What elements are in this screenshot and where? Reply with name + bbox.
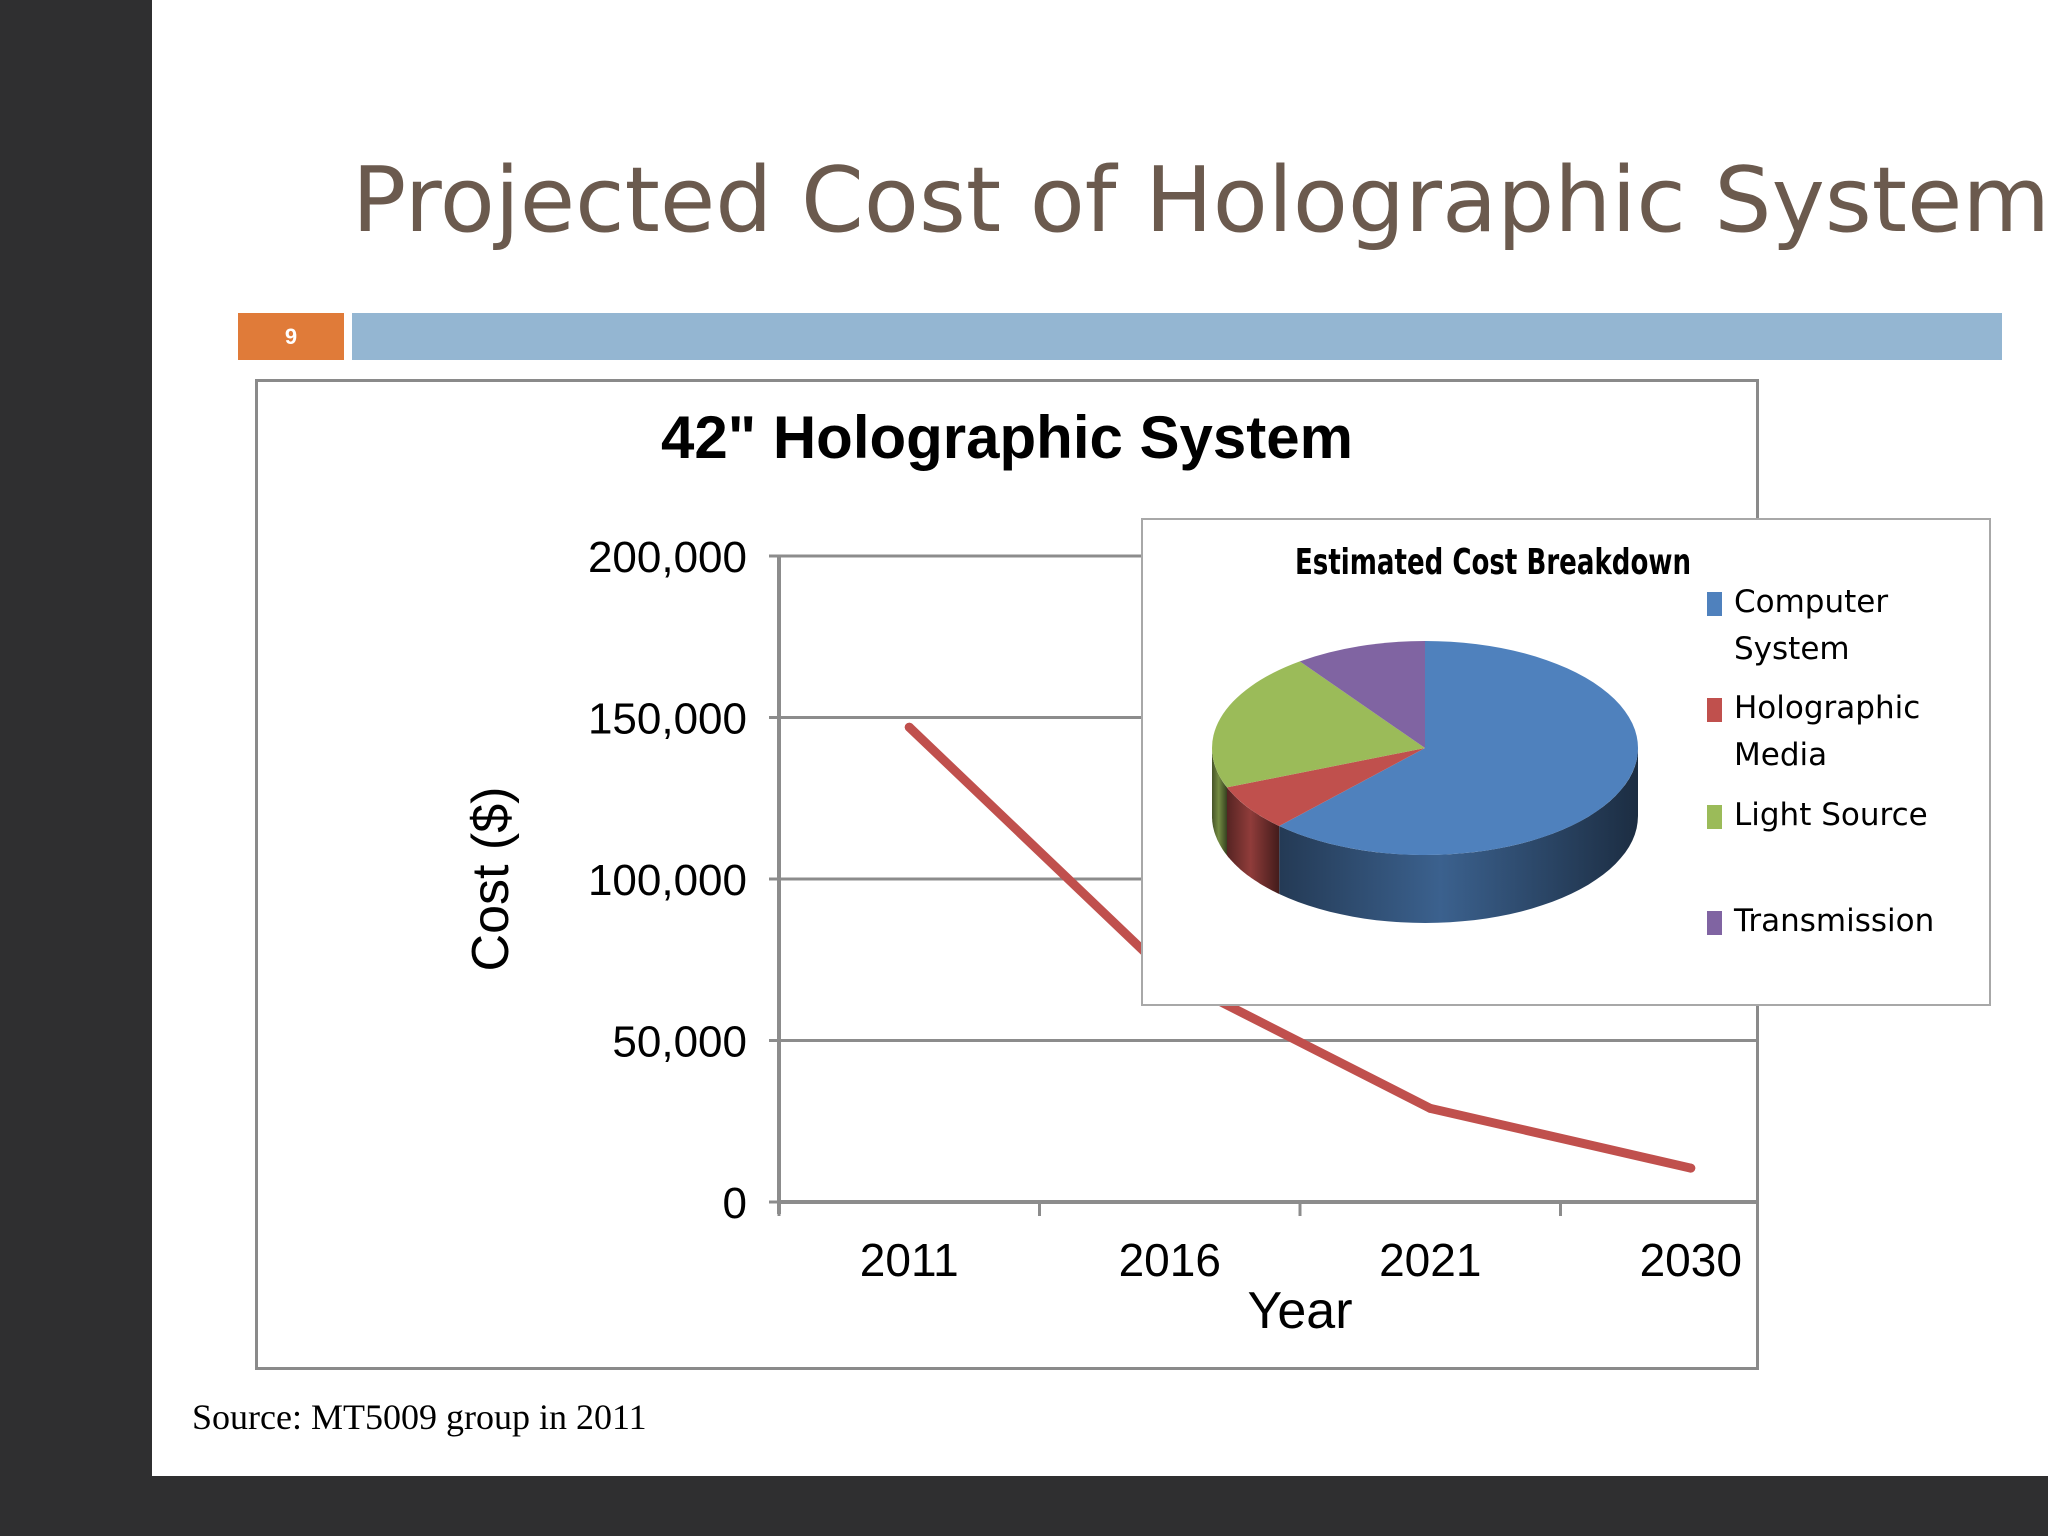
legend-label: Light Source: [1734, 797, 1928, 833]
pie-chart-frame: Estimated Cost Breakdown Computer System Ho…: [1141, 518, 1991, 1006]
pie-slice-side-holographic-media: [1227, 787, 1280, 894]
x-tick-label: 2021: [1379, 1234, 1481, 1286]
pie-slice-light-source: [1212, 661, 1425, 788]
data-point: [1425, 1103, 1435, 1113]
series-line-cost: [904, 722, 1696, 1173]
pie-slice-side-computer-system: [1279, 748, 1638, 923]
legend-label: Holographic: [1734, 690, 1920, 726]
x-tick-label: 2011: [860, 1234, 959, 1286]
legend-label: Transmission: [1733, 903, 1934, 939]
slide-title: Projected Cost of Holographic System: [352, 148, 2048, 253]
y-tick-label: 0: [723, 1179, 747, 1228]
y-tick-label: 150,000: [588, 695, 747, 744]
line-chart-title: 42" Holographic System: [661, 404, 1353, 471]
y-tick-label: 100,000: [588, 856, 747, 905]
y-tick-label: 200,000: [588, 533, 747, 582]
pie-slice-transmission: [1299, 641, 1425, 748]
pie-chart-title: Estimated Cost Breakdown: [1295, 542, 1691, 583]
slide: Projected Cost of Holographic System 9 4…: [152, 0, 2048, 1476]
legend-label: Computer: [1734, 584, 1888, 620]
pie-slice-holographic-media: [1227, 748, 1425, 826]
legend-swatch-holographic-media: [1707, 698, 1722, 722]
title-accent-bar: [352, 313, 2002, 360]
pie-slice-computer-system: [1279, 641, 1639, 855]
data-point: [1686, 1163, 1696, 1173]
legend-swatch-computer-system: [1707, 592, 1722, 616]
slide-number: 9: [238, 313, 344, 360]
legend-label: System: [1734, 631, 1850, 667]
source-note: Source: MT5009 group in 2011: [192, 1397, 647, 1437]
x-axis-label: Year: [1247, 1282, 1352, 1340]
legend-label: Media: [1734, 737, 1827, 773]
x-tick-label: 2016: [1119, 1234, 1221, 1286]
data-point: [904, 722, 914, 732]
pie-chart: Estimated Cost Breakdown Computer System Ho…: [1212, 542, 1934, 939]
legend-swatch-light-source: [1707, 805, 1722, 829]
pie-slice-side-light-source: [1212, 748, 1227, 856]
line-chart: 42" Holographic System 0 50,000 100,000 150,…: [462, 404, 1756, 1340]
x-tick-label: 2030: [1640, 1234, 1742, 1286]
y-tick-label: 50,000: [612, 1018, 747, 1067]
y-axis-label: Cost ($): [462, 787, 520, 972]
legend-swatch-transmission: [1707, 911, 1722, 935]
